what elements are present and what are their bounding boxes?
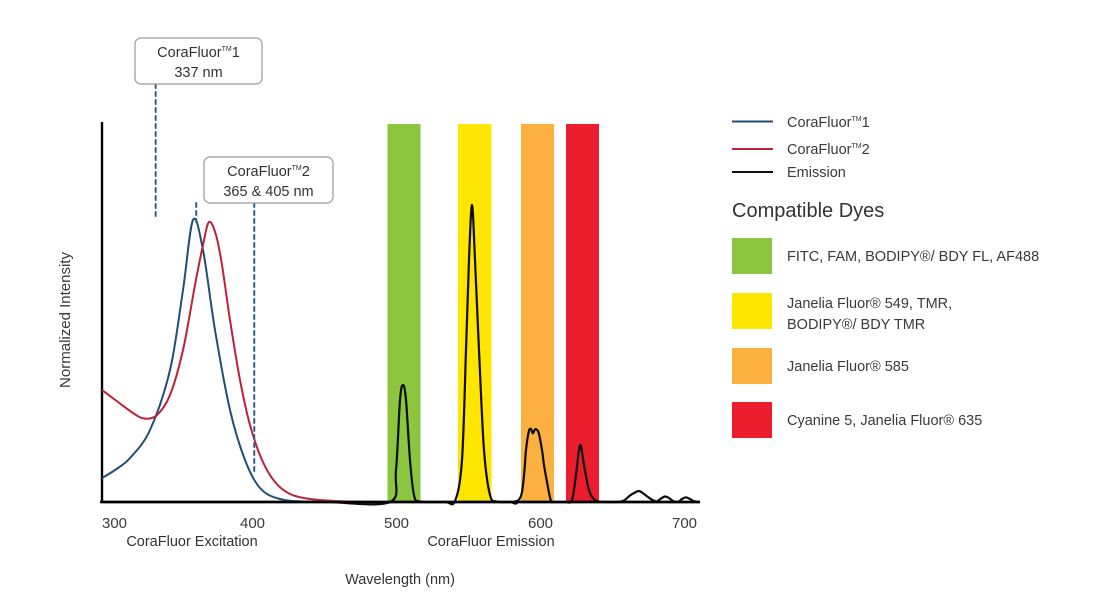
svg-text:Normalized Intensity: Normalized Intensity	[57, 252, 74, 388]
svg-text:BODIPY®/ BDY TMR: BODIPY®/ BDY TMR	[787, 317, 925, 333]
svg-text:CoraFluor Excitation: CoraFluor Excitation	[126, 534, 257, 550]
svg-text:700: 700	[672, 515, 697, 532]
svg-text:CoraFluor Emission: CoraFluor Emission	[427, 534, 554, 550]
svg-text:500: 500	[384, 515, 409, 532]
svg-text:Emission: Emission	[787, 165, 846, 181]
svg-text:600: 600	[528, 515, 553, 532]
svg-text:400: 400	[240, 515, 265, 532]
svg-text:365 & 405 nm: 365 & 405 nm	[223, 184, 313, 200]
svg-text:Compatible Dyes: Compatible Dyes	[732, 200, 884, 222]
svg-text:CoraFluorTM1: CoraFluorTM1	[787, 115, 870, 131]
svg-text:CoraFluorTM2: CoraFluorTM2	[787, 142, 870, 158]
svg-text:Wavelength (nm): Wavelength (nm)	[345, 572, 455, 588]
svg-text:Janelia Fluor® 549, TMR,: Janelia Fluor® 549, TMR,	[787, 296, 952, 312]
svg-text:337 nm: 337 nm	[174, 65, 222, 81]
svg-text:300: 300	[102, 515, 127, 532]
svg-text:FITC, FAM, BODIPY®/ BDY FL, AF: FITC, FAM, BODIPY®/ BDY FL, AF488	[787, 249, 1039, 265]
svg-text:Janelia Fluor® 585: Janelia Fluor® 585	[787, 359, 909, 375]
svg-text:Cyanine 5, Janelia Fluor® 635: Cyanine 5, Janelia Fluor® 635	[787, 413, 982, 429]
